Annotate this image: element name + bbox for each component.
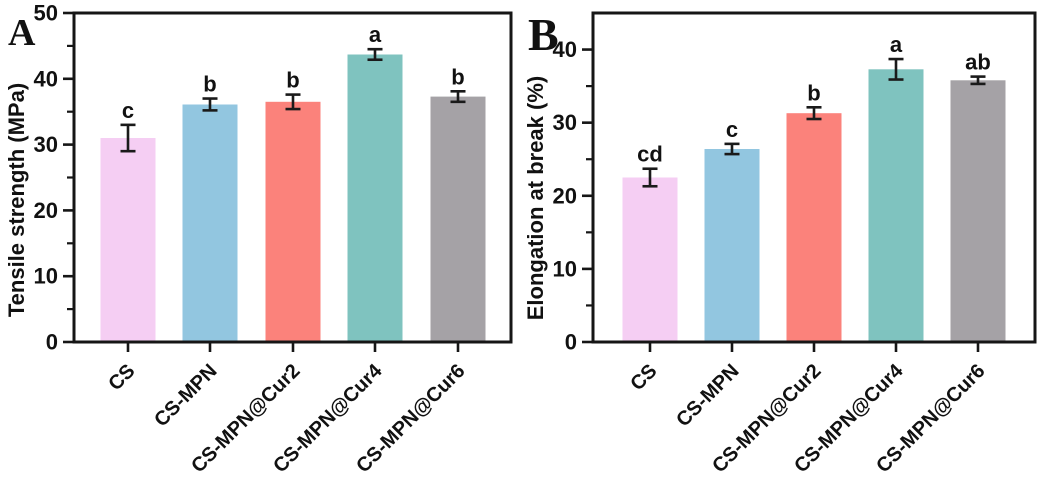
sig-letter-cs-mpn: c — [726, 117, 738, 142]
y-axis-title-b: Elongation at break (%) — [523, 76, 548, 320]
bar-cs-mpn-cur6 — [430, 96, 486, 342]
sig-letter-cs: c — [122, 98, 134, 123]
bar-cs-mpn — [182, 104, 238, 342]
panel-label-b: B — [528, 9, 559, 60]
sig-letter-cs: cd — [637, 142, 663, 167]
sig-letter-cs-mpn-cur2: b — [286, 68, 299, 93]
bar-cs-mpn-cur2 — [265, 101, 321, 342]
sig-letter-cs-mpn-cur6: ab — [965, 50, 991, 75]
y-tick-label-20: 20 — [34, 198, 58, 223]
y-tick-label-20: 20 — [553, 183, 577, 208]
y-tick-label-10: 10 — [34, 264, 58, 289]
y-tick-label-30: 30 — [553, 110, 577, 135]
y-tick-label-30: 30 — [34, 132, 58, 157]
sig-letter-cs-mpn-cur6: b — [451, 64, 464, 89]
bar-cs — [100, 138, 156, 342]
y-tick-label-0: 0 — [46, 330, 58, 355]
x-tick-label-cs: CS — [104, 360, 139, 395]
x-tick-label-cs: CS — [626, 360, 661, 395]
bar-cs-mpn-cur4 — [868, 69, 924, 343]
sig-letter-cs-mpn-cur2: b — [807, 80, 820, 105]
sig-letter-cs-mpn-cur4: a — [890, 32, 903, 57]
panel-label-a: A — [8, 12, 36, 54]
bar-cs-mpn — [704, 149, 760, 342]
x-tick-label-cs-mpn: CS-MPN — [150, 360, 221, 431]
bar-cs-mpn-cur6 — [950, 80, 1006, 343]
bar-cs-mpn-cur2 — [786, 113, 842, 342]
y-tick-label-50: 50 — [34, 1, 58, 26]
y-tick-label-10: 10 — [553, 256, 577, 281]
sig-letter-cs-mpn: b — [203, 72, 216, 97]
y-axis-title-a: Tensile strength (MPa) — [4, 83, 29, 317]
x-tick-label-cs-mpn: CS-MPN — [672, 360, 743, 431]
y-tick-label-40: 40 — [553, 37, 577, 62]
y-tick-label-0: 0 — [565, 330, 577, 355]
bar-cs-mpn-cur4 — [347, 54, 403, 342]
sig-letter-cs-mpn-cur4: a — [369, 22, 382, 47]
y-tick-label-40: 40 — [34, 66, 58, 91]
bar-cs — [622, 177, 678, 342]
